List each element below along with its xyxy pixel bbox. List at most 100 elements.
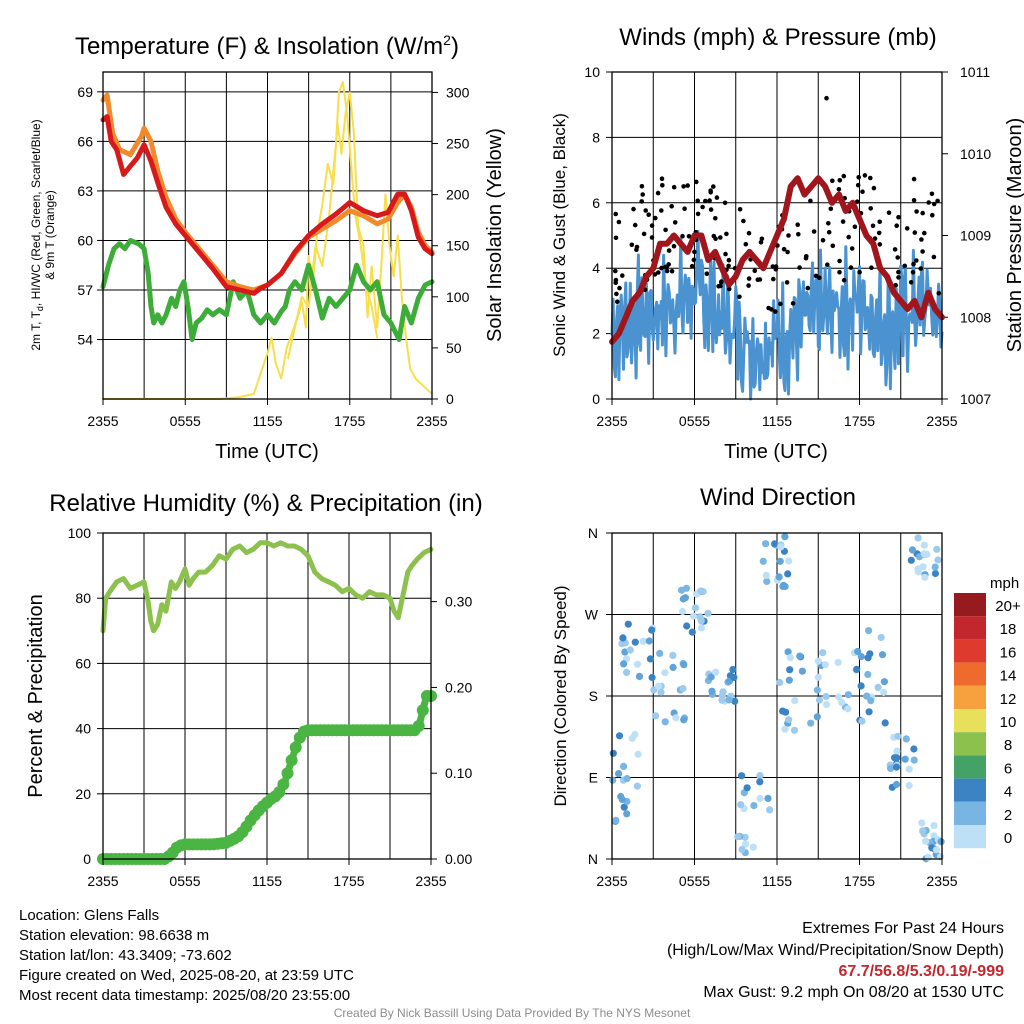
- gust-dot: [718, 235, 723, 240]
- gust-dot: [892, 247, 898, 252]
- direction-point: [813, 686, 822, 694]
- gust-dot: [931, 254, 937, 260]
- direction-point: [657, 688, 665, 696]
- direction-point: [785, 676, 793, 684]
- gust-dot: [778, 301, 783, 307]
- direction-point: [857, 682, 865, 690]
- direction-point: [821, 661, 829, 669]
- gust-dot: [649, 235, 655, 240]
- direction-point: [815, 696, 824, 704]
- direction-point: [838, 698, 846, 707]
- speed-colorbar: mph 20+ 18 16 14 12 10 8 6 4 2 0: [954, 575, 1021, 849]
- direction-point: [672, 714, 680, 722]
- gust-dot: [795, 222, 800, 227]
- gust-dot: [649, 223, 655, 228]
- direction-point: [867, 697, 875, 705]
- max-gust: Max Gust: 9.2 mph On 08/20 at 1530 UTC: [703, 984, 1004, 1001]
- gust-dot: [837, 258, 842, 264]
- figure-created: Figure created on Wed, 2025-08-20, at 23…: [19, 967, 354, 984]
- temperature-y2tick-label: 250: [446, 136, 470, 152]
- gust-dot: [669, 268, 675, 274]
- precipitation-dot: [416, 704, 429, 717]
- direction-point: [784, 570, 792, 578]
- direction-point: [785, 557, 793, 565]
- gust-dot: [682, 206, 687, 211]
- gust-dot: [746, 283, 751, 288]
- gust-dot: [811, 229, 817, 234]
- direction-point: [731, 697, 739, 705]
- direction-xtick-label: 1755: [844, 873, 875, 889]
- gust-dot: [617, 285, 622, 291]
- colorbar-label: 16: [1000, 644, 1017, 661]
- direction-point: [894, 732, 902, 740]
- gust-dot: [771, 276, 776, 282]
- direction-point: [615, 770, 623, 778]
- direction-point: [697, 617, 705, 625]
- colorbar-swatch: [954, 685, 986, 709]
- gust-dot: [694, 179, 699, 185]
- direction-point: [679, 595, 687, 603]
- colorbar-swatch: [954, 639, 986, 663]
- direction-point: [834, 658, 842, 667]
- gust-dot: [671, 243, 677, 249]
- direction-point: [864, 654, 872, 662]
- direction-point: [680, 716, 688, 724]
- gust-dot: [840, 219, 846, 224]
- direction-point: [844, 705, 852, 713]
- gust-dot: [877, 242, 883, 247]
- temperature-panel: Temperature (F) & Insolation (W/m2) 2m T…: [29, 32, 506, 463]
- gust-dot: [615, 299, 620, 305]
- direction-point: [738, 845, 746, 854]
- gust-dot: [659, 265, 664, 271]
- gust-dot: [857, 269, 862, 275]
- direction-point: [633, 660, 642, 668]
- humidity-panel: Relative Humidity (%) & Precipitation (i…: [25, 490, 483, 889]
- gust-dot: [860, 189, 865, 194]
- direction-point: [865, 627, 873, 635]
- gust-dot: [781, 246, 787, 252]
- gust-dot: [620, 273, 625, 278]
- winds-title: Winds (mph) & Pressure (mb): [619, 24, 936, 51]
- gust-dot: [759, 236, 765, 242]
- direction-point: [881, 719, 889, 727]
- gust-dot: [746, 276, 752, 281]
- gust-dot: [870, 223, 876, 229]
- gust-dot: [805, 285, 811, 291]
- gust-dot: [723, 251, 728, 257]
- gust-dot: [826, 221, 831, 226]
- gust-dot: [737, 207, 743, 212]
- winds-ytick-label: 4: [592, 260, 600, 276]
- gust-dot: [877, 219, 882, 225]
- direction-point: [777, 543, 785, 551]
- temperature-ylabel-1: 2m T, Td, HI/WC (Red, Green, Scarlet/Blu…: [29, 119, 45, 350]
- gust-dot: [718, 280, 724, 285]
- humidity-ytick-label: 20: [75, 786, 91, 802]
- gust-dot: [737, 294, 742, 300]
- gust-dot: [656, 270, 661, 275]
- direction-point: [891, 754, 899, 762]
- gust-dot: [852, 224, 858, 230]
- gust-dot: [862, 173, 868, 178]
- temperature-xlabel: Time (UTC): [215, 441, 319, 463]
- direction-point: [645, 637, 653, 645]
- colorbar-label: 6: [1004, 760, 1012, 777]
- extremes-title: Extremes For Past 24 Hours: [802, 920, 1004, 937]
- direction-point: [620, 660, 628, 668]
- direction-point: [931, 569, 940, 578]
- gust-dot: [613, 268, 618, 274]
- winds-y2tick-label: 1009: [960, 228, 991, 244]
- direction-point: [635, 672, 644, 681]
- gust-dot: [894, 223, 899, 228]
- direction-point: [934, 556, 942, 564]
- temperature-y2tick-label: 150: [446, 238, 470, 254]
- direction-point: [910, 756, 918, 764]
- direction-point: [688, 628, 696, 636]
- gust-dot: [837, 178, 843, 183]
- gust-dot: [784, 280, 790, 285]
- winds-y2tick-label: 1010: [960, 146, 991, 162]
- winds-y2tick-label: 1011: [960, 64, 990, 80]
- winds-xtick-label: 1155: [762, 413, 792, 429]
- gust-dot: [855, 182, 861, 188]
- temp-2m-line: [100, 114, 435, 296]
